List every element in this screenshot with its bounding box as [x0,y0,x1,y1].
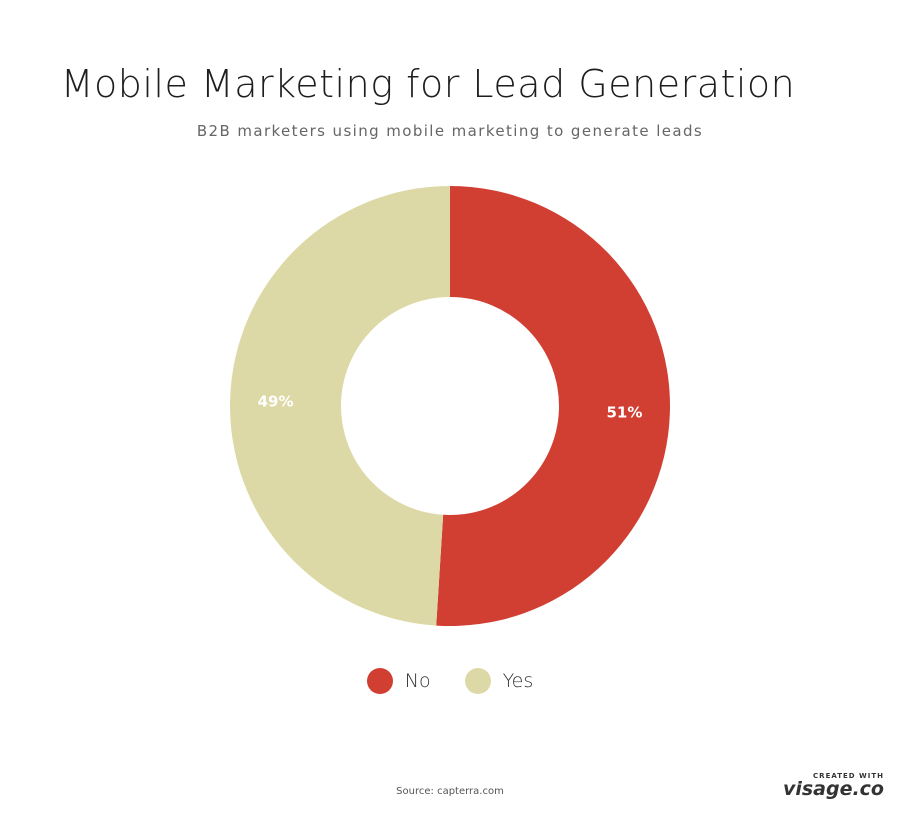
chart-title: Mobile Marketing for Lead Generation [60,62,796,106]
legend-swatch-no [366,668,393,694]
brand-tagline: CREATED WITH [813,772,884,780]
chart-subtitle: B2B marketers using mobile marketing to … [196,122,704,140]
legend-item-yes: Yes [464,668,534,694]
legend-swatch-yes [464,668,491,694]
donut-label-yes: 49% [258,393,294,411]
donut-label-no: 51% [606,403,642,421]
legend-label-no: No [404,670,431,692]
donut-slice-yes [230,186,450,626]
legend-item-no: No [366,668,431,694]
donut-slice-no [436,186,671,626]
brand-name: visage.co [782,778,884,800]
source-note: Source: capterra.com [396,786,504,797]
brand-logo: CREATED WITH visage.co [783,773,884,799]
chart-legend: No Yes [0,668,900,694]
legend-label-yes: Yes [502,670,534,692]
